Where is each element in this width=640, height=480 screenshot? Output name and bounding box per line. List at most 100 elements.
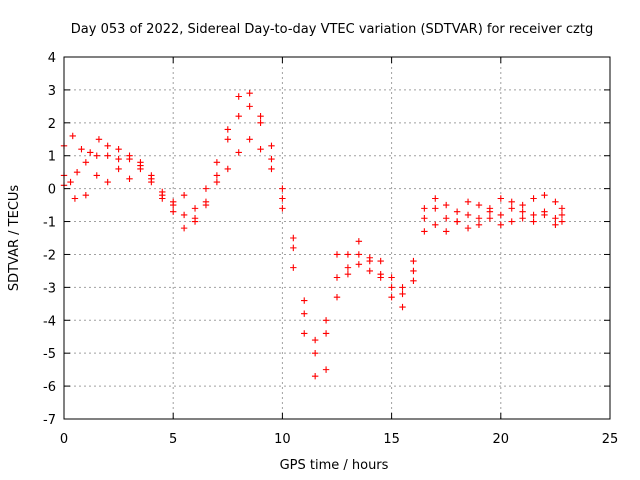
data-point [519, 208, 526, 215]
data-point [148, 175, 155, 182]
data-point [410, 277, 417, 284]
data-point [78, 145, 85, 153]
data-point [399, 290, 406, 298]
data-point [377, 274, 384, 281]
data-point [82, 192, 90, 199]
data-point [344, 251, 352, 258]
data-point [443, 228, 450, 235]
data-point [115, 165, 122, 173]
data-point [268, 165, 275, 173]
data-point [355, 251, 363, 258]
y-tick-label: 2 [48, 117, 56, 132]
data-point [180, 192, 188, 199]
data-point [377, 257, 384, 265]
series-track-c [60, 136, 566, 380]
data-point [69, 132, 76, 140]
data-point [366, 254, 373, 261]
x-tick-label: 15 [383, 432, 400, 447]
data-point [344, 264, 352, 271]
data-point [71, 195, 79, 202]
y-axis-label: SDTVAR / TECUs [7, 185, 22, 292]
x-tick-label: 0 [60, 432, 68, 447]
data-point [453, 208, 461, 215]
data-point [355, 238, 363, 245]
data-point [508, 218, 515, 225]
data-point [159, 192, 166, 199]
y-tick-label: -1 [43, 216, 56, 231]
series-track-b [60, 90, 566, 344]
data-point [432, 195, 439, 202]
y-tick-label: 0 [48, 183, 56, 198]
data-point [432, 205, 439, 212]
data-point [246, 90, 253, 97]
data-point [333, 294, 341, 301]
data-point [558, 218, 566, 225]
data-point [497, 211, 504, 219]
data-point [290, 244, 297, 252]
data-point [421, 215, 428, 222]
data-point [530, 211, 537, 219]
data-point [410, 267, 417, 275]
data-point [558, 205, 566, 212]
chart-title: Day 053 of 2022, Sidereal Day-to-day VTE… [71, 22, 593, 37]
data-point [257, 119, 264, 127]
data-point [170, 208, 177, 215]
data-point [87, 149, 94, 156]
data-point [67, 178, 74, 186]
data-point [519, 215, 526, 222]
y-tick-label: -6 [43, 380, 56, 395]
data-point [432, 221, 439, 229]
data-point [475, 215, 483, 222]
x-tick-label: 20 [493, 432, 510, 447]
data-point [552, 215, 559, 222]
plot-frame [63, 56, 611, 420]
data-point [301, 330, 308, 337]
data-point [95, 136, 103, 143]
y-tick-label: -2 [43, 248, 56, 263]
data-point [530, 195, 537, 202]
data-point [290, 264, 297, 271]
data-point [213, 159, 221, 166]
data-point [399, 284, 406, 291]
data-point [519, 201, 526, 209]
data-point [290, 234, 297, 242]
data-point [246, 136, 253, 143]
x-tick-label: 25 [602, 432, 619, 447]
data-point [180, 211, 188, 219]
data-point [93, 172, 100, 179]
data-point [464, 224, 472, 232]
data-point [552, 198, 559, 205]
data-point [410, 257, 417, 265]
x-axis-label: GPS time / hours [280, 458, 389, 473]
data-point [443, 215, 450, 222]
x-tick-label: 5 [169, 432, 177, 447]
data-point [558, 211, 566, 219]
data-point [137, 159, 144, 166]
data-point [475, 201, 483, 209]
data-point [170, 198, 177, 205]
data-point [311, 349, 319, 357]
data-point [508, 198, 515, 205]
data-point [257, 113, 264, 120]
data-point [104, 142, 111, 150]
data-point [213, 178, 221, 186]
data-point [486, 215, 494, 222]
data-point [508, 205, 515, 212]
data-point [399, 303, 406, 311]
data-point [421, 228, 428, 235]
y-tick-label: -4 [43, 314, 56, 329]
data-point [224, 136, 231, 143]
data-point [322, 366, 330, 373]
data-point [475, 221, 483, 229]
data-point [235, 113, 242, 120]
y-tick-label: 1 [48, 150, 56, 165]
x-tick-label: 10 [274, 432, 291, 447]
data-point [191, 218, 199, 225]
data-point [333, 251, 341, 258]
y-tick-label: -5 [43, 347, 56, 362]
data-point [104, 178, 111, 186]
data-point [541, 211, 548, 219]
